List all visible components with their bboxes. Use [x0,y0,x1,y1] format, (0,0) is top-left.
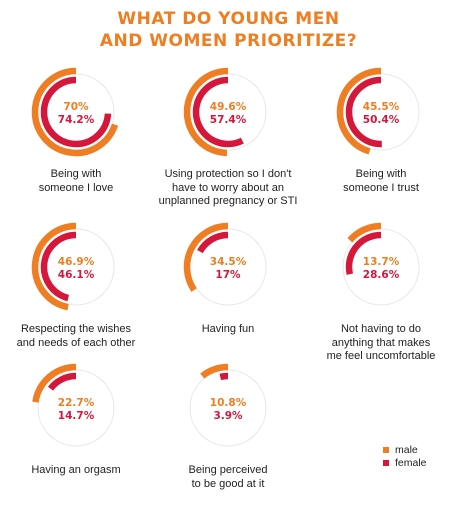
legend-swatch-female [383,459,389,466]
radial-chart: 13.7%28.6% [342,222,420,306]
chart-item: 46.9% 46.1% Respecting the wishes and need… [0,217,152,367]
chart-title-line-2: AND WOMEN PRIORITIZE? [99,31,358,51]
female-value-label: 57.4% [210,114,247,126]
chart-title-line-1: WHAT DO YOUNG MEN [117,9,340,29]
female-arc [47,372,77,391]
item-caption: Respecting the wishes and needs of each … [16,323,136,349]
female-arc [345,231,382,275]
item-caption: Having an orgasm [31,464,121,476]
radial-chart: 49.6%57.4% [183,67,267,157]
female-value-label: 46.1% [58,269,95,281]
chart-item: 70% 74.2% Being with someone I love [0,62,152,212]
female-value-label: 74.2% [58,114,95,126]
radial-chart: 22.7%14.7% [32,363,115,447]
male-value-label: 34.5% [210,256,247,268]
chart-item: 10.8% 3.9% Being perceived to be good at i… [152,358,304,508]
legend-item-male: male [383,443,427,456]
male-arc [336,67,382,155]
male-arc [31,222,77,311]
male-arc [31,67,119,157]
chart-item: 13.7% 28.6% Not having to do anything that… [305,217,457,367]
female-arc [345,76,382,148]
item-caption: Being with someone I love [38,168,114,194]
radial-chart: 46.9%46.1% [31,222,115,311]
legend-swatch-male [383,446,389,453]
female-arc [40,231,77,302]
radial-chart: 34.5%17% [183,222,267,306]
item-caption: Being perceived to be good at it [188,464,268,490]
female-arc [197,231,229,254]
item-caption: Being with someone I trust [343,168,419,194]
item-caption: Using protection so I don't have to worr… [158,168,298,207]
male-arc [200,363,229,379]
female-value-label: 14.7% [58,410,95,422]
legend-item-female: female [383,456,427,469]
male-value-label: 49.6% [210,101,247,113]
female-arc [40,76,112,148]
radial-chart: 10.8%3.9% [189,363,267,447]
female-arc [219,372,229,381]
male-value-label: 22.7% [58,397,95,409]
female-arc [192,76,244,148]
radial-chart: 45.5%50.4% [336,67,420,155]
male-value-label: 70% [63,101,89,113]
item-caption: Not having to do anything that makes me … [326,323,436,362]
chart-item: 49.6% 57.4% Using protection so I don't ha… [152,62,304,212]
legend: male female [383,443,427,469]
male-arc [32,363,77,403]
female-value-label: 17% [215,269,241,281]
item-caption: Having fun [201,323,255,335]
chart-item: 34.5% 17% Having fun [152,217,304,367]
male-value-label: 13.7% [363,256,400,268]
female-value-label: 50.4% [363,114,400,126]
chart-item: 45.5% 50.4% Being with someone I trust [305,62,457,212]
legend-label-male: male [395,443,418,456]
female-value-label: 28.6% [363,269,400,281]
female-value-label: 3.9% [213,410,243,422]
male-arc [183,67,229,157]
chart-item: 22.7% 14.7% Having an orgasm [0,358,152,508]
male-value-label: 46.9% [58,256,95,268]
male-value-label: 45.5% [363,101,400,113]
legend-label-female: female [395,456,427,469]
radial-chart: 70%74.2% [31,67,119,157]
male-arc [183,222,229,292]
male-arc [347,222,382,243]
male-value-label: 10.8% [210,397,247,409]
